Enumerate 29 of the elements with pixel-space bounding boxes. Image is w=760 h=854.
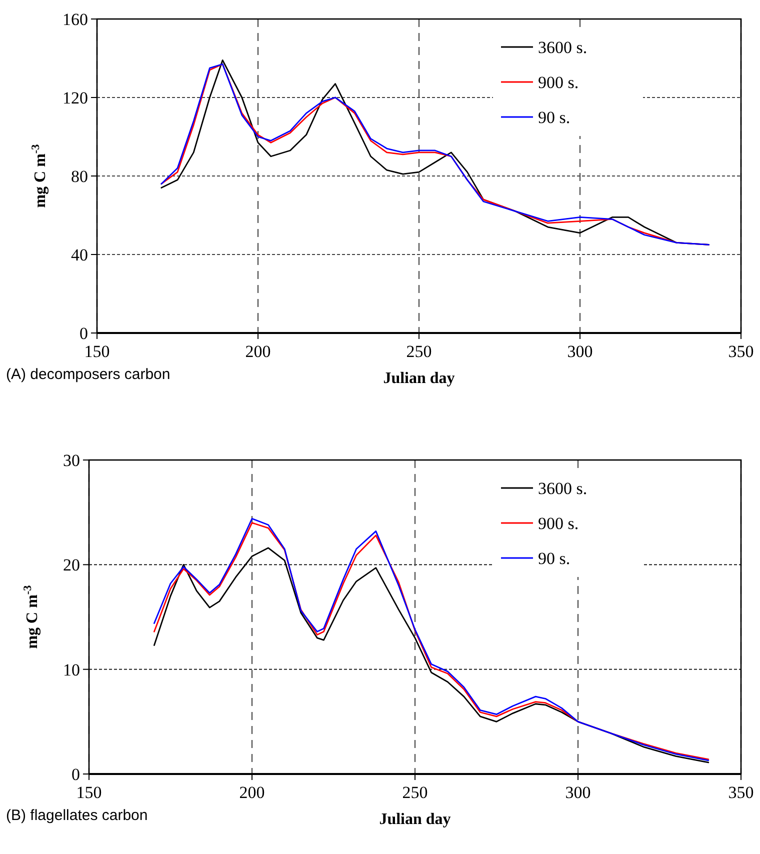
y-tick-label: 10 [63,660,80,680]
x-tick-label: 150 [76,783,102,802]
x-tick-label: 350 [728,783,754,802]
x-tick-label: 200 [245,342,271,361]
legend-label: 3600 s. [538,38,588,57]
y-tick-label: 160 [62,10,88,29]
legend-label: 900 s. [538,73,579,92]
x-axis-title: Julian day [383,370,455,387]
x-tick-label: 250 [406,342,432,361]
x-tick-label: 350 [728,342,754,361]
x-tick-label: 250 [402,783,428,802]
y-tick-label: 40 [71,246,88,264]
y-tick-label: 0 [72,765,80,784]
y-tick-label: 0 [80,324,88,343]
legend-label: 90 s. [538,549,570,568]
x-tick-label: 300 [567,342,593,361]
x-tick-label: 200 [239,783,265,802]
y-tick-label: 30 [63,451,80,470]
text: (B) flagellates carbon [6,807,148,824]
legend-label: 900 s. [538,514,579,533]
legend-label: 90 s. [538,108,570,127]
y-tick-label: 20 [63,556,80,575]
x-axis-title: Julian day [379,811,451,828]
text: (A) decomposers carbon [6,366,170,383]
y-tick-label: 120 [62,88,88,108]
y-tick-label: 80 [71,167,88,186]
legend-label: 3600 s. [538,479,588,498]
x-tick-label: 150 [84,342,110,361]
x-tick-label: 300 [565,783,591,802]
